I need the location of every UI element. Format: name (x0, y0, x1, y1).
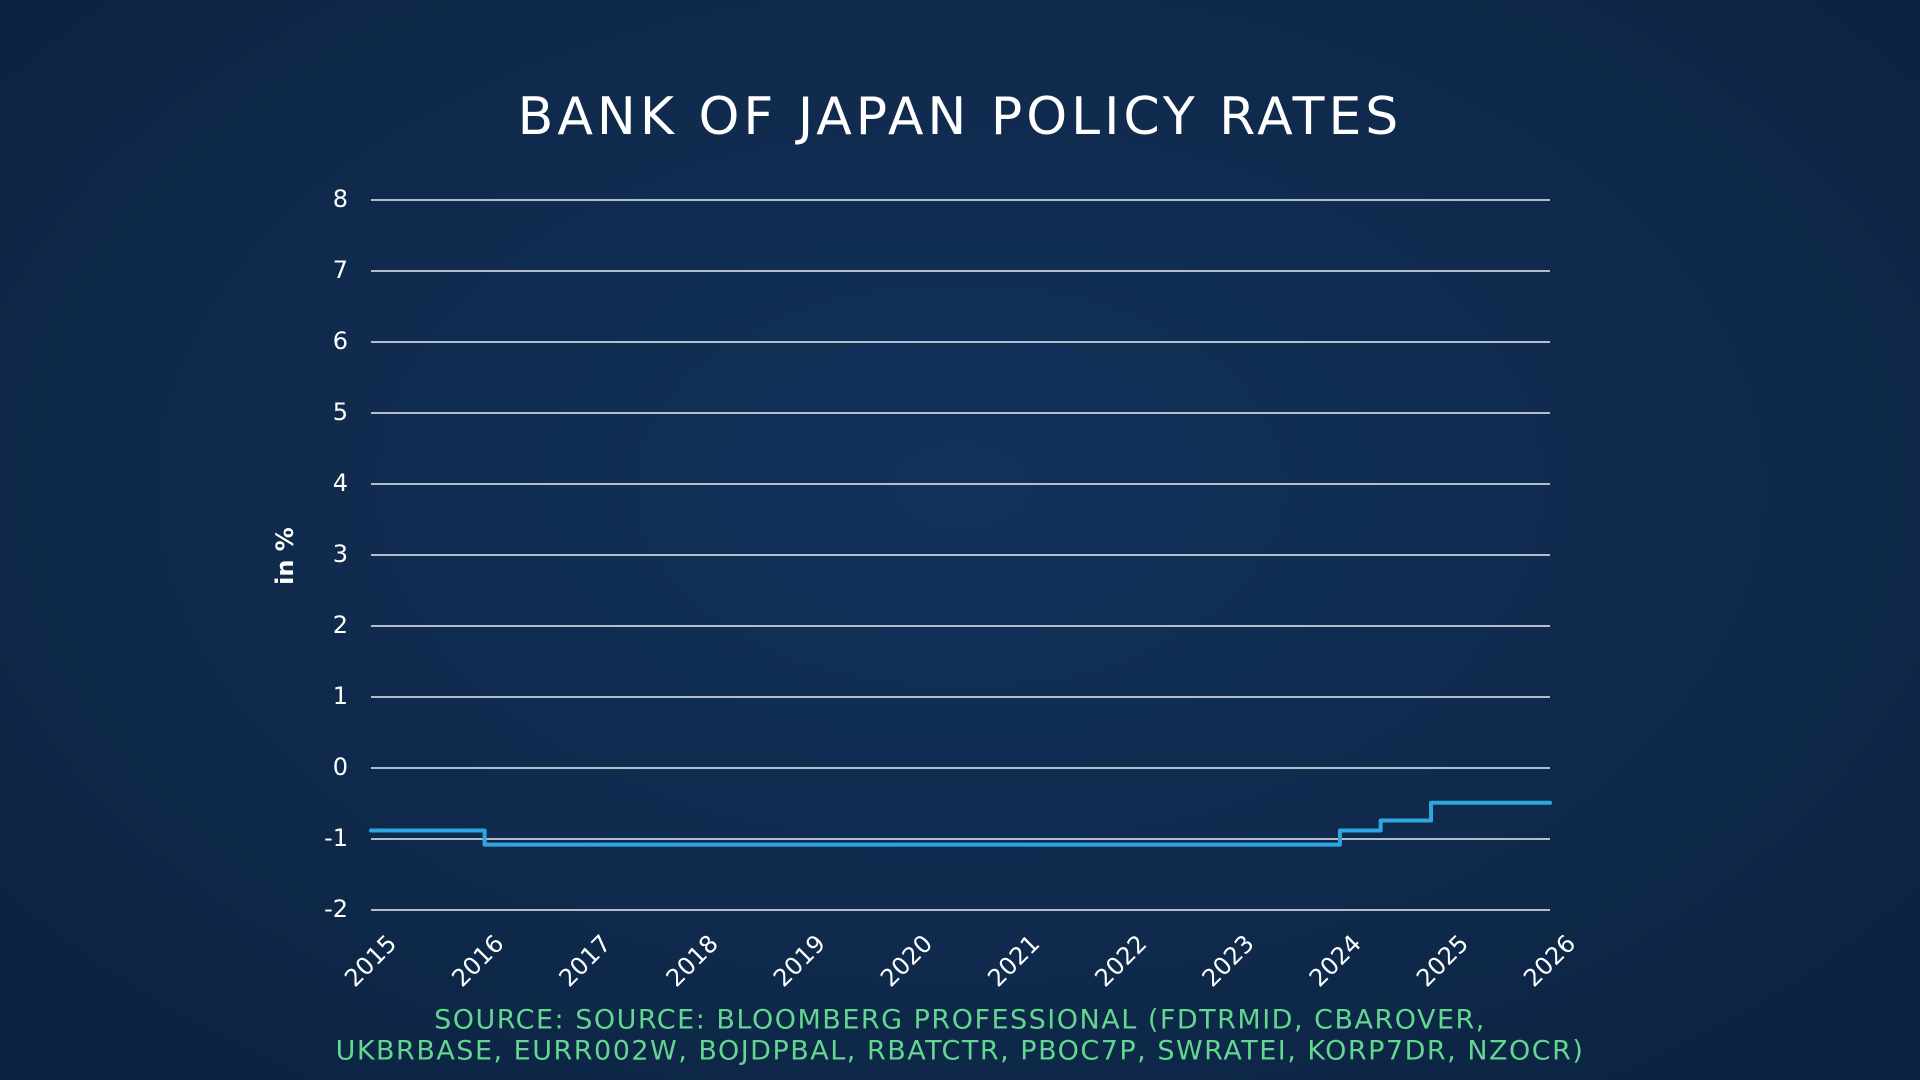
y-tick-label: 0 (333, 753, 348, 781)
x-tick-label: 2015 (339, 929, 402, 992)
x-tick-label: 2017 (554, 929, 617, 992)
x-tick-label: 2020 (875, 929, 938, 992)
y-tick-label: 3 (333, 540, 348, 568)
y-tick-label: 4 (333, 469, 348, 497)
x-tick-label: 2019 (768, 929, 831, 992)
x-tick-label: 2022 (1089, 929, 1152, 992)
y-tick-label: 8 (333, 185, 348, 213)
y-tick-label: 5 (333, 398, 348, 426)
y-tick-label: -2 (324, 895, 348, 923)
y-tick-label: -1 (324, 824, 348, 852)
x-tick-label: 2021 (982, 929, 1045, 992)
x-tick-label: 2016 (446, 929, 509, 992)
y-axis-label: in % (271, 527, 299, 585)
y-tick-label: 6 (333, 327, 348, 355)
x-tick-label: 2026 (1518, 929, 1581, 992)
x-tick-label: 2024 (1304, 929, 1367, 992)
y-tick-label: 1 (333, 682, 348, 710)
chart-title: BANK OF JAPAN POLICY RATES (518, 87, 1403, 147)
source-note: SOURCE: SOURCE: BLOOMBERG PROFESSIONAL (… (434, 1005, 1486, 1036)
x-tick-label: 2018 (661, 929, 724, 992)
y-tick-label: 7 (333, 256, 348, 284)
x-tick-label: 2025 (1411, 929, 1474, 992)
source-note: UKBRBASE, EURR002W, BOJDPBAL, RBATCTR, P… (336, 1036, 1585, 1067)
y-tick-label: 2 (333, 611, 348, 639)
x-tick-label: 2023 (1197, 929, 1260, 992)
